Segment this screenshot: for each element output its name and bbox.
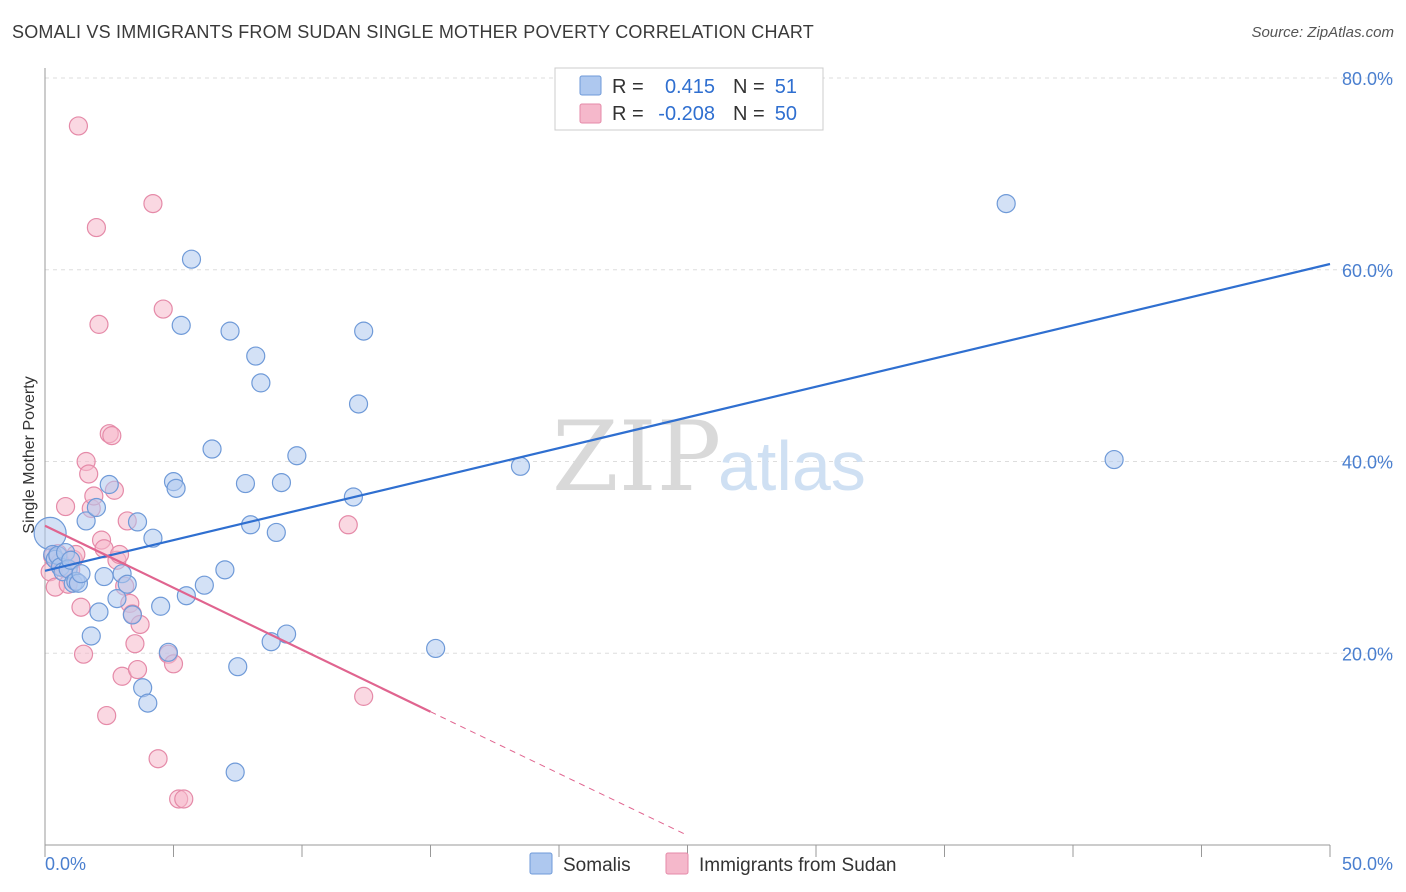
watermark-atlas: atlas: [718, 427, 866, 505]
somalis-point: [143, 528, 163, 548]
sudan-point: [127, 659, 148, 680]
x-tick-label-max: 50.0%: [1342, 854, 1393, 874]
somalis-point: [76, 511, 96, 531]
somalis-point: [122, 605, 142, 625]
legend-swatch-sudan: [579, 103, 602, 124]
somalis-point: [181, 249, 202, 269]
sudan-point: [125, 634, 145, 654]
sudan-point: [68, 116, 89, 136]
y-tick-label-60: 60.0%: [1342, 261, 1393, 281]
sudan-point: [79, 464, 99, 484]
bottom-legend-label-sudan: Immigrants from Sudan: [699, 855, 896, 876]
sudan-point: [89, 314, 109, 334]
trend-line-sudan: [44, 524, 431, 713]
somalis-point: [158, 642, 178, 662]
sudan-point: [338, 515, 358, 535]
legend-r-value-0: 0.415: [665, 76, 715, 98]
somalis-point: [225, 762, 245, 782]
somalis-point: [151, 596, 171, 616]
bottom-legend-swatch-sudan: [665, 852, 689, 875]
sudan-point: [55, 496, 76, 517]
sudan-point: [174, 789, 194, 809]
somalis-point: [89, 602, 109, 622]
somalis-point: [271, 472, 292, 493]
legend-r-label-0: R =: [612, 76, 644, 98]
trend-lines: [44, 262, 1331, 836]
somalis-point: [117, 574, 137, 594]
series-immigrants-from-sudan: [40, 116, 374, 809]
trend-line-sudan-extrapolated: [430, 711, 688, 836]
y-tick-label-40: 40.0%: [1342, 453, 1393, 473]
legend-box: R = 0.415 N = 51 R = -0.208 N = 50: [554, 67, 824, 131]
legend-n-value-0: 51: [775, 76, 797, 98]
somalis-point: [202, 439, 222, 459]
somalis-point: [228, 657, 248, 677]
somalis-point: [235, 473, 256, 494]
sudan-point: [354, 686, 374, 706]
somalis-point: [194, 575, 214, 595]
somalis-point: [71, 564, 91, 584]
y-tick-label-20: 20.0%: [1342, 644, 1393, 664]
legend-n-value-1: 50: [775, 103, 797, 125]
bottom-legend: Somalis Immigrants from Sudan: [529, 852, 896, 876]
legend-n-label-0: N =: [733, 76, 765, 98]
somalis-point: [426, 638, 446, 659]
sudan-point: [143, 193, 163, 214]
somalis-point: [251, 373, 271, 393]
y-tick-label-80: 80.0%: [1342, 69, 1393, 89]
somalis-point: [99, 474, 119, 495]
somalis-point: [86, 497, 107, 518]
x-ticks: [44, 845, 1331, 857]
somalis-point: [138, 693, 158, 713]
sudan-point: [73, 644, 94, 664]
x-tick-label-min: 0.0%: [45, 854, 86, 874]
somalis-point: [176, 586, 196, 606]
somalis-point: [348, 394, 369, 414]
chart-title: SOMALI VS IMMIGRANTS FROM SUDAN SINGLE M…: [12, 22, 814, 42]
somalis-point: [246, 346, 266, 366]
chart-source: Source: ZipAtlas.com: [1251, 24, 1394, 41]
somalis-point: [241, 515, 261, 535]
sudan-point: [148, 749, 168, 769]
watermark-zip: ZIP: [552, 401, 721, 513]
somalis-point: [215, 560, 235, 580]
somalis-point: [266, 522, 286, 543]
somalis-point: [287, 446, 307, 466]
somalis-point: [107, 589, 127, 609]
legend-r-label-1: R =: [612, 103, 644, 125]
sudan-point: [97, 705, 117, 726]
y-axis-label: Single Mother Poverty: [21, 376, 38, 533]
sudan-point: [153, 299, 173, 319]
somalis-point: [354, 321, 374, 341]
legend-r-value-1: -0.208: [658, 103, 715, 125]
somalis-point: [220, 321, 240, 341]
sudan-point: [71, 597, 91, 617]
somalis-point: [996, 193, 1016, 214]
sudan-point: [102, 426, 122, 446]
legend-n-label-1: N =: [733, 103, 765, 125]
somalis-point: [81, 626, 101, 646]
somalis-point: [510, 456, 531, 476]
somalis-point: [1104, 449, 1124, 470]
watermark: ZIP atlas: [552, 401, 866, 513]
somalis-point: [171, 315, 191, 335]
bottom-legend-label-somalis: Somalis: [563, 855, 631, 876]
bottom-legend-swatch-somalis: [529, 852, 553, 875]
somalis-point: [127, 512, 148, 532]
legend-swatch-somalis: [579, 75, 602, 96]
y-tick-labels: 20.0% 40.0% 60.0% 80.0%: [1342, 69, 1393, 664]
gridlines: [45, 77, 1393, 654]
series-somalis: [33, 193, 1124, 782]
sudan-point: [86, 217, 107, 238]
somalis-point: [166, 478, 186, 498]
somalis-point: [94, 566, 114, 587]
trend-line-somalis: [44, 262, 1331, 572]
